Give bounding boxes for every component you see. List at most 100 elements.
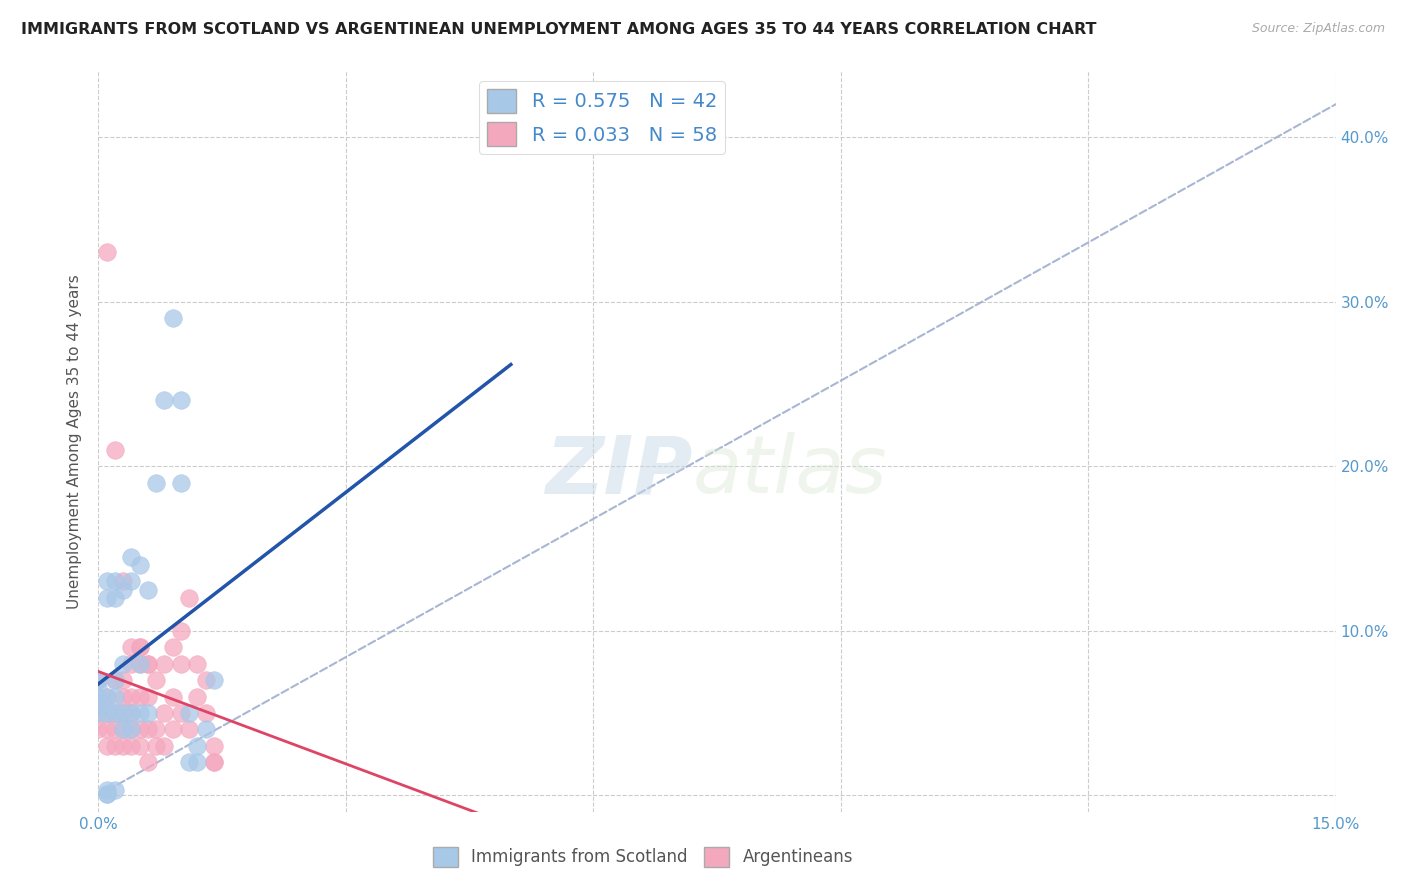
Point xyxy=(96,690,118,704)
Point xyxy=(96,706,118,720)
Point xyxy=(202,673,225,687)
Point xyxy=(96,574,118,589)
Point xyxy=(170,393,193,408)
Point xyxy=(153,393,176,408)
Point xyxy=(128,723,150,737)
Point xyxy=(96,739,118,753)
Point xyxy=(120,723,142,737)
Point xyxy=(194,706,217,720)
Point xyxy=(120,723,142,737)
Point xyxy=(112,690,135,704)
Point xyxy=(136,657,159,671)
Point xyxy=(136,582,159,597)
Point xyxy=(112,706,135,720)
Point xyxy=(104,591,127,605)
Point xyxy=(153,657,176,671)
Point xyxy=(112,574,135,589)
Point xyxy=(96,245,118,260)
Point xyxy=(194,673,217,687)
Point xyxy=(112,723,135,737)
Point xyxy=(179,706,201,720)
Point xyxy=(128,640,150,655)
Point xyxy=(104,706,127,720)
Point xyxy=(96,787,118,801)
Point xyxy=(87,706,110,720)
Point xyxy=(170,624,193,638)
Point xyxy=(194,723,217,737)
Point xyxy=(179,756,201,770)
Point xyxy=(153,706,176,720)
Point xyxy=(96,787,118,801)
Point xyxy=(112,582,135,597)
Point xyxy=(104,783,127,797)
Point xyxy=(112,739,135,753)
Point xyxy=(202,756,225,770)
Point xyxy=(145,723,167,737)
Point xyxy=(120,657,142,671)
Point xyxy=(96,706,118,720)
Point xyxy=(202,739,225,753)
Point xyxy=(162,311,184,326)
Point xyxy=(162,640,184,655)
Point xyxy=(186,756,208,770)
Point xyxy=(96,783,118,797)
Point xyxy=(186,739,208,753)
Point xyxy=(186,690,208,704)
Point xyxy=(128,706,150,720)
Point xyxy=(120,574,142,589)
Point xyxy=(96,690,118,704)
Point xyxy=(104,673,127,687)
Point xyxy=(170,706,193,720)
Point xyxy=(120,640,142,655)
Point xyxy=(145,739,167,753)
Point xyxy=(87,706,110,720)
Point xyxy=(112,657,135,671)
Point xyxy=(96,723,118,737)
Point xyxy=(136,756,159,770)
Point xyxy=(145,475,167,490)
Point xyxy=(179,591,201,605)
Legend: Immigrants from Scotland, Argentineans: Immigrants from Scotland, Argentineans xyxy=(426,840,859,874)
Point xyxy=(104,706,127,720)
Point xyxy=(120,549,142,564)
Point xyxy=(136,657,159,671)
Point xyxy=(120,706,142,720)
Point xyxy=(87,723,110,737)
Point xyxy=(179,723,201,737)
Point xyxy=(120,690,142,704)
Text: IMMIGRANTS FROM SCOTLAND VS ARGENTINEAN UNEMPLOYMENT AMONG AGES 35 TO 44 YEARS C: IMMIGRANTS FROM SCOTLAND VS ARGENTINEAN … xyxy=(21,22,1097,37)
Y-axis label: Unemployment Among Ages 35 to 44 years: Unemployment Among Ages 35 to 44 years xyxy=(67,274,83,609)
Text: atlas: atlas xyxy=(692,432,887,510)
Point xyxy=(186,657,208,671)
Point xyxy=(104,739,127,753)
Point xyxy=(128,558,150,572)
Point xyxy=(136,706,159,720)
Point xyxy=(96,591,118,605)
Point xyxy=(202,756,225,770)
Point xyxy=(136,723,159,737)
Point xyxy=(112,723,135,737)
Point xyxy=(120,739,142,753)
Point xyxy=(104,673,127,687)
Point xyxy=(128,657,150,671)
Point xyxy=(87,673,110,687)
Point xyxy=(87,673,110,687)
Point xyxy=(104,442,127,457)
Point xyxy=(153,739,176,753)
Point xyxy=(104,690,127,704)
Point xyxy=(162,723,184,737)
Point xyxy=(87,690,110,704)
Point xyxy=(112,706,135,720)
Point xyxy=(87,690,110,704)
Point xyxy=(112,673,135,687)
Text: ZIP: ZIP xyxy=(546,432,692,510)
Point xyxy=(87,681,110,696)
Point xyxy=(104,723,127,737)
Point xyxy=(145,673,167,687)
Point xyxy=(170,475,193,490)
Point xyxy=(136,690,159,704)
Point xyxy=(128,690,150,704)
Point xyxy=(87,698,110,712)
Point xyxy=(170,657,193,671)
Text: Source: ZipAtlas.com: Source: ZipAtlas.com xyxy=(1251,22,1385,36)
